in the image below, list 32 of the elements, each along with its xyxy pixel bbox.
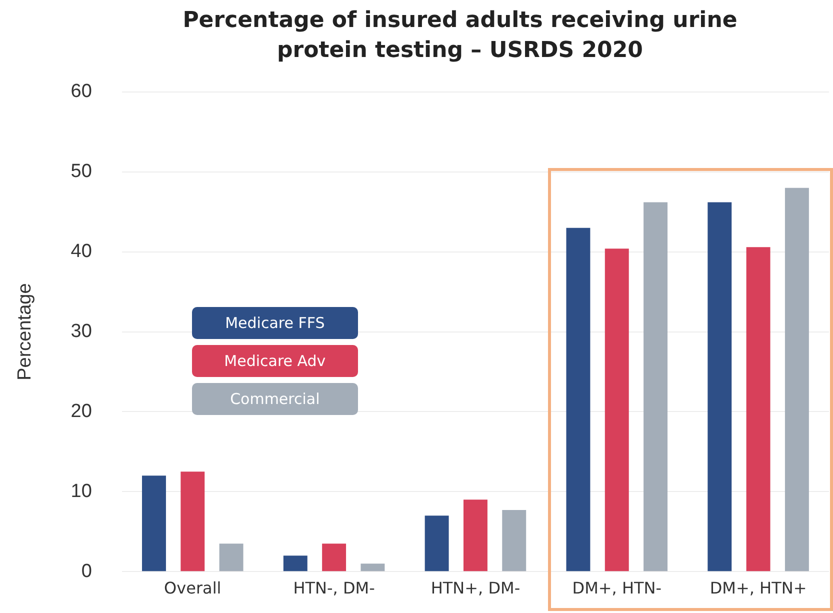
text: Commercial bbox=[192, 382, 358, 415]
x-tick-label: DM+, HTN+ bbox=[710, 578, 807, 598]
bar bbox=[463, 500, 488, 572]
bar bbox=[746, 247, 770, 572]
y-tick-label: 30 bbox=[70, 321, 92, 342]
bar bbox=[219, 544, 244, 572]
bar bbox=[360, 564, 385, 572]
bar bbox=[604, 248, 629, 572]
y-tick-label: 60 bbox=[70, 81, 92, 102]
x-tick-label: DM+, HTN- bbox=[572, 578, 662, 598]
x-tick-label: HTN-, DM- bbox=[293, 578, 375, 598]
bar bbox=[644, 202, 668, 572]
x-tick-label: HTN+, DM- bbox=[430, 578, 520, 598]
bar bbox=[424, 516, 449, 572]
chart-title: Percentage of insured adults receiving urine protein testing – USRDS 2020 bbox=[182, 7, 738, 65]
text: Medicare Adv bbox=[192, 344, 358, 377]
bar bbox=[142, 476, 166, 572]
bar bbox=[180, 472, 205, 572]
x-tick-label: Overall bbox=[164, 578, 222, 598]
y-tick-label: 50 bbox=[70, 161, 92, 182]
y-tick-label: 40 bbox=[70, 241, 92, 262]
text: Medicare FFS bbox=[192, 306, 358, 339]
bar bbox=[784, 188, 809, 572]
bar bbox=[322, 544, 346, 572]
bar bbox=[502, 510, 526, 572]
y-axis-title: Percentage bbox=[14, 283, 36, 380]
y-tick-label: 10 bbox=[70, 480, 92, 502]
bar bbox=[566, 228, 590, 572]
y-tick-label: 0 bbox=[81, 560, 92, 582]
bar bbox=[283, 556, 308, 572]
bar bbox=[708, 202, 732, 572]
y-tick-label: 20 bbox=[70, 400, 92, 422]
